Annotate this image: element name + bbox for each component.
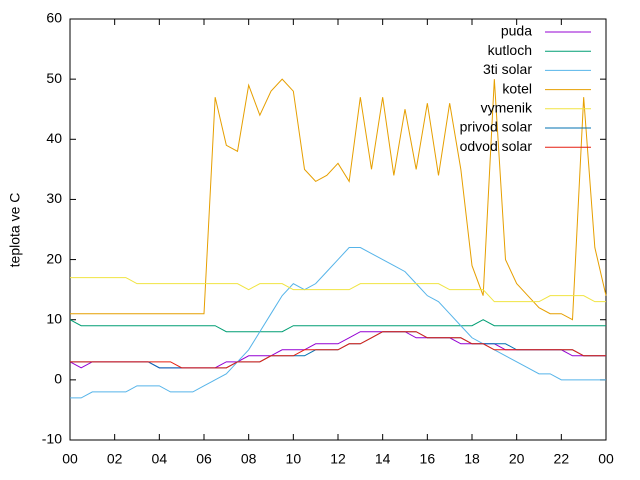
x-tick-label: 08	[241, 451, 257, 467]
y-tick-label: 0	[54, 371, 62, 387]
legend-label: kotel	[502, 80, 532, 96]
series-line	[70, 78, 607, 321]
x-tick-label: 12	[330, 451, 346, 467]
x-tick-label: 02	[107, 451, 123, 467]
legend-label: vymenik	[481, 100, 533, 116]
series-line	[69, 319, 606, 333]
y-tick-label: 20	[46, 250, 62, 266]
y-tick-label: 50	[46, 70, 62, 86]
series-line	[70, 247, 606, 399]
x-tick-label: 00	[598, 451, 614, 467]
x-tick-label: 20	[509, 451, 525, 467]
x-tick-label: 10	[286, 451, 302, 467]
y-tick-label: -10	[42, 431, 62, 447]
series-line	[70, 331, 606, 369]
legend-label: privod solar	[460, 119, 533, 135]
x-tick-label: 14	[375, 451, 391, 467]
legend-label: 3ti solar	[483, 61, 532, 77]
y-tick-label: 30	[46, 190, 62, 206]
x-tick-label: 06	[196, 451, 212, 467]
x-tick-label: 22	[554, 451, 570, 467]
x-tick-label: 04	[152, 451, 168, 467]
legend-label: odvod solar	[460, 138, 533, 154]
y-tick-label: 60	[46, 10, 62, 26]
series-line	[70, 277, 606, 303]
x-tick-label: 18	[464, 451, 480, 467]
y-axis-label: teplota ve C	[7, 193, 23, 268]
x-tick-label: 16	[420, 451, 436, 467]
y-tick-label: 40	[46, 130, 62, 146]
y-tick-label: 10	[46, 310, 62, 326]
legend-label: kutloch	[488, 42, 532, 58]
legend-label: puda	[501, 23, 532, 39]
x-tick-label: 00	[62, 451, 78, 467]
